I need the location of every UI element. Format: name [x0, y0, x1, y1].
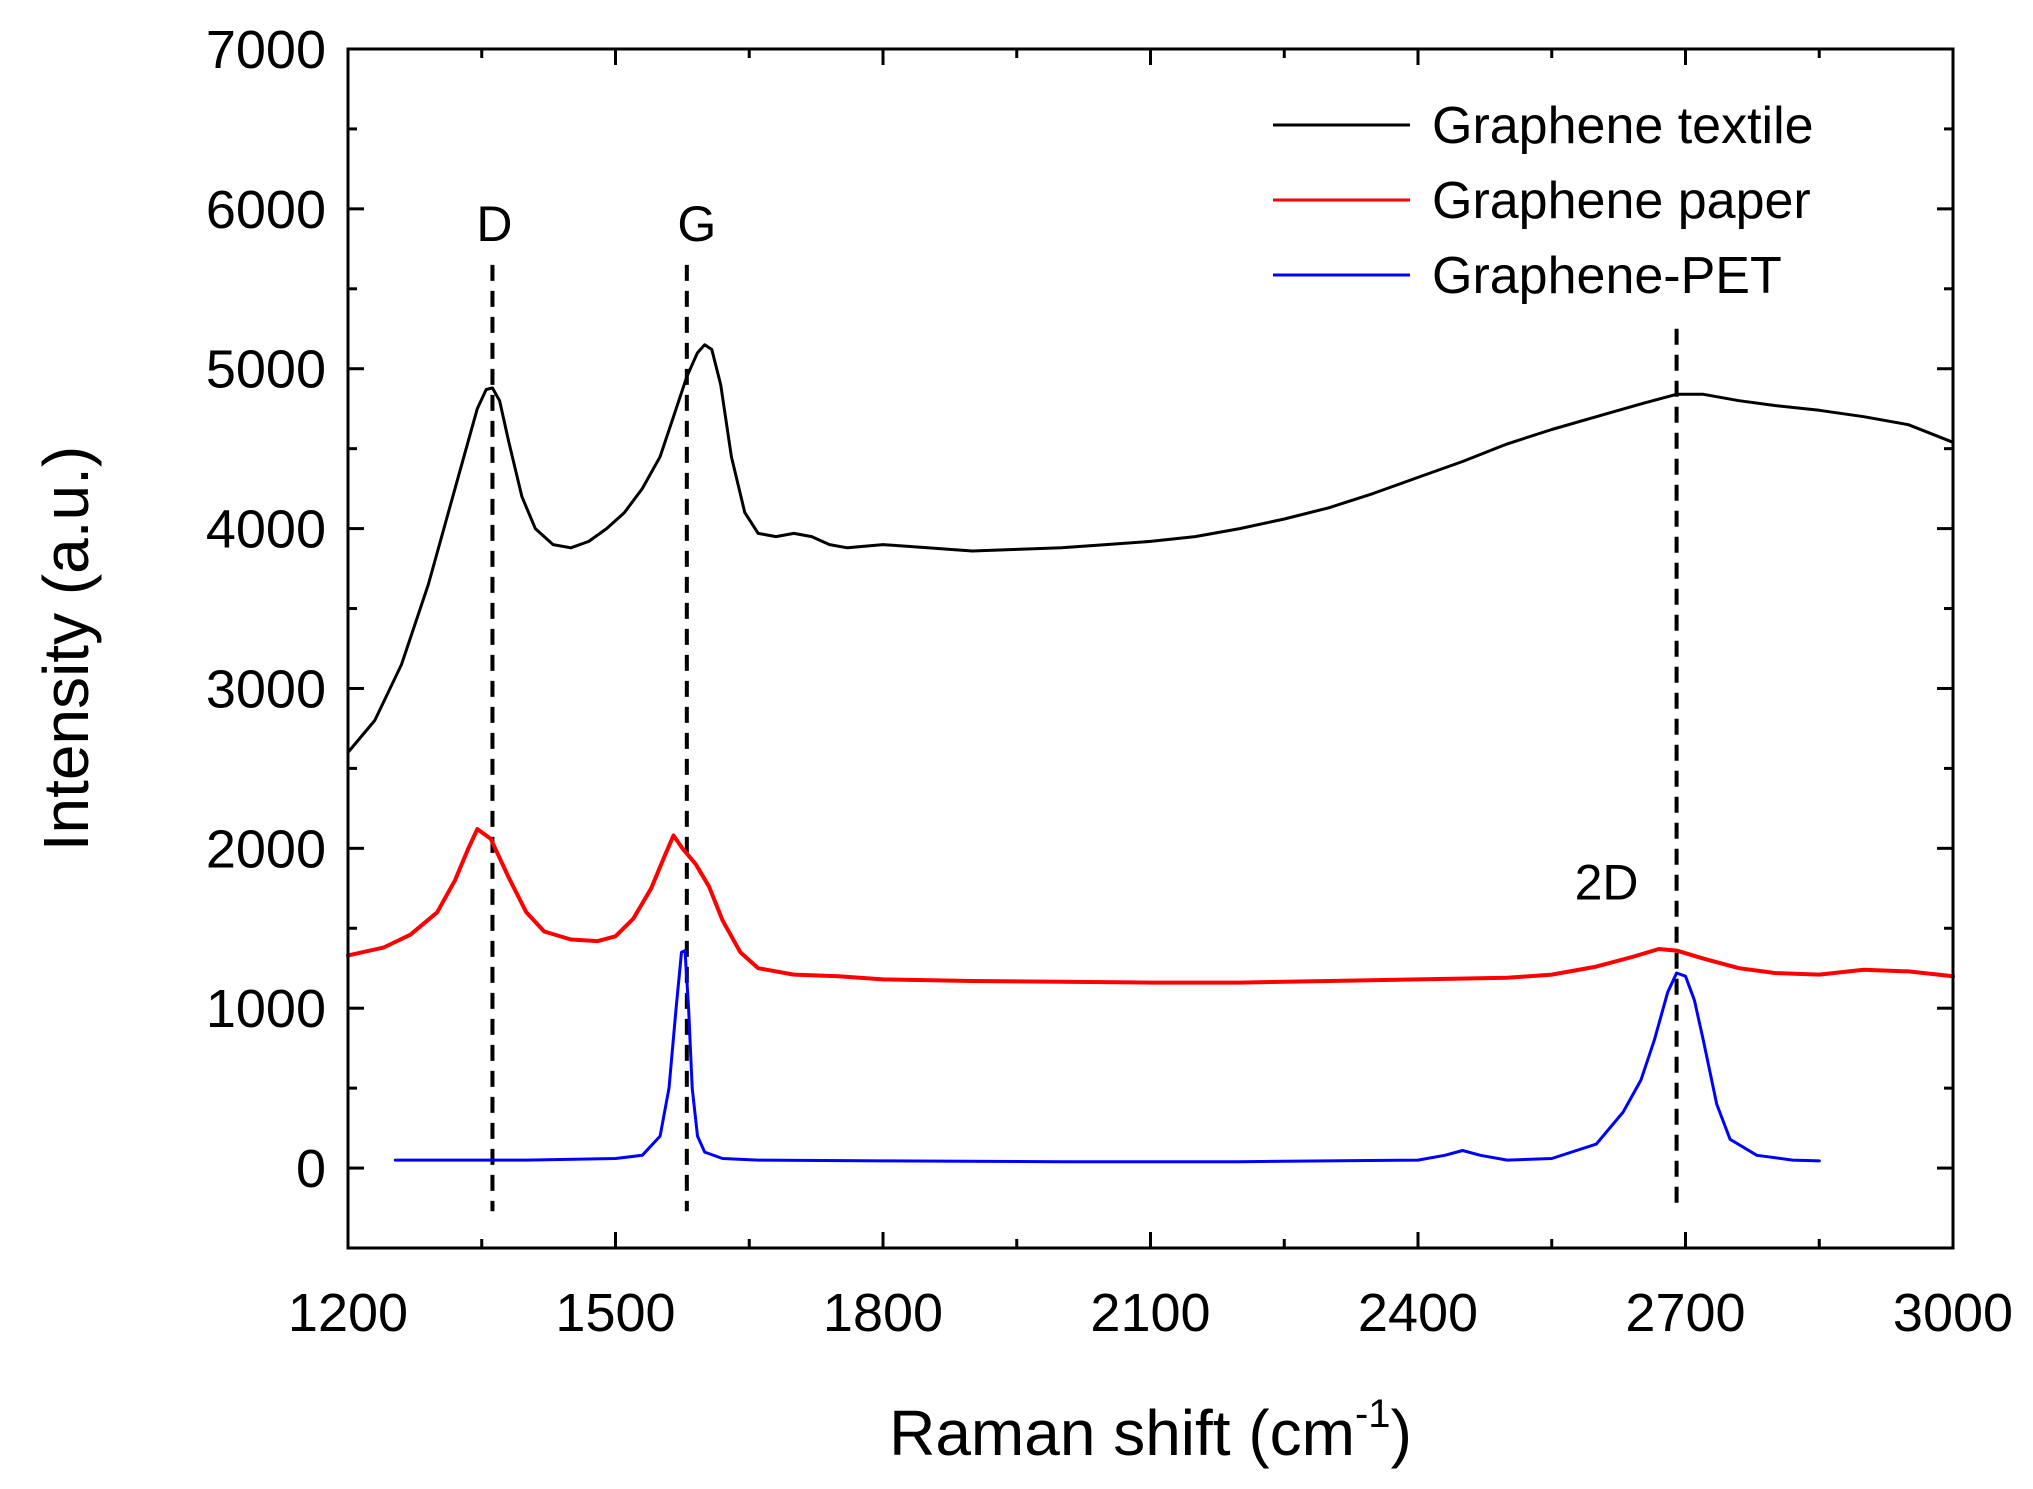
peak-label-g: G	[677, 196, 716, 252]
legend-label-graphene-textile: Graphene textile	[1432, 97, 1814, 155]
x-tick-label: 2400	[1358, 1283, 1478, 1343]
y-tick-label: 5000	[206, 340, 326, 400]
x-axis-title-main: Raman shift (cm	[889, 1397, 1355, 1469]
x-tick-label: 1800	[823, 1283, 943, 1343]
plot-frame	[346, 47, 1955, 1250]
peak-label-2d: 2D	[1575, 854, 1639, 910]
legend: Graphene textile Graphene paper Graphene…	[1273, 97, 1814, 305]
x-tick-label: 2700	[1625, 1283, 1745, 1343]
peak-label-d: D	[476, 196, 512, 252]
x-axis-title-superscript: -1	[1355, 1392, 1391, 1436]
x-tick-label: 1500	[555, 1283, 675, 1343]
y-tick-label: 3000	[206, 659, 326, 719]
series-graphene-pet	[393, 949, 1821, 1164]
y-tick-label: 4000	[206, 500, 326, 560]
y-tick-label: 6000	[206, 180, 326, 240]
y-tick-label: 1000	[206, 979, 326, 1039]
x-tick-label: 3000	[1893, 1283, 2013, 1343]
series-graphene-textile	[346, 343, 1955, 754]
y-tick-label: 2000	[206, 819, 326, 879]
y-axis-title: Intensity (a.u.)	[30, 446, 102, 852]
peak-marker-layer	[490, 264, 1679, 1212]
y-tick-label: 0	[296, 1139, 326, 1199]
x-axis-title: Raman shift (cm-1)	[889, 1392, 1412, 1469]
series-graphene-paper	[346, 827, 1955, 985]
series-layer	[346, 343, 1955, 1164]
x-tick-label: 1200	[288, 1283, 408, 1343]
legend-label-graphene-pet: Graphene-PET	[1432, 247, 1782, 305]
legend-label-graphene-paper: Graphene paper	[1432, 172, 1811, 230]
x-axis-title-close: )	[1391, 1397, 1412, 1469]
x-tick-label: 2100	[1090, 1283, 1210, 1343]
y-tick-label: 7000	[206, 20, 326, 80]
